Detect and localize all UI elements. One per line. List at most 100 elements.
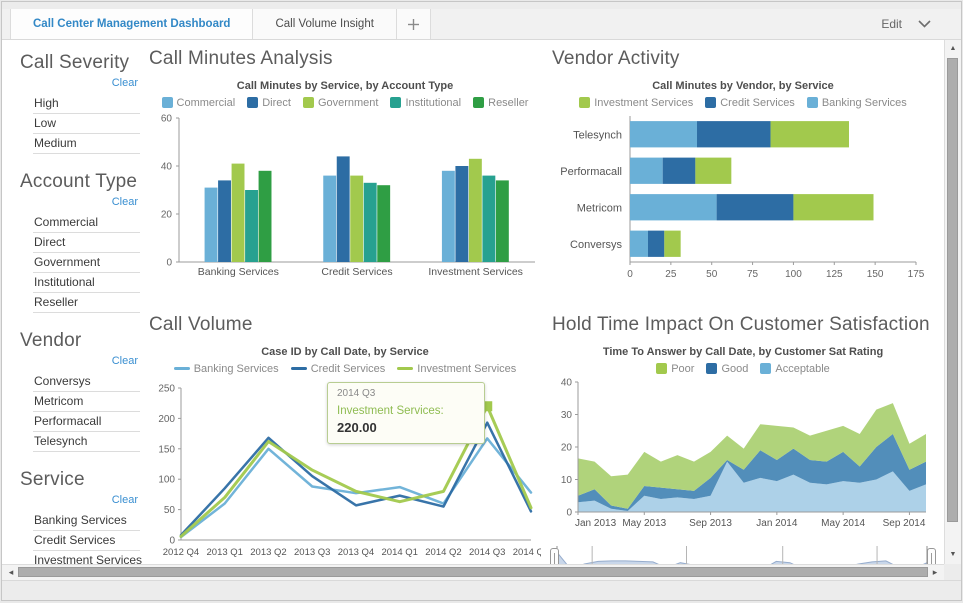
svg-text:2012 Q4: 2012 Q4 xyxy=(163,547,199,558)
legend-item-banking-services[interactable]: Banking Services xyxy=(173,362,279,375)
svg-text:2014 Q2: 2014 Q2 xyxy=(425,547,461,558)
svg-text:Sep 2014: Sep 2014 xyxy=(883,518,926,529)
filter-item-institutional[interactable]: Institutional xyxy=(33,273,140,293)
filter-section-account-type: Account Type Clear Commercial Direct Governm… xyxy=(20,171,140,313)
legend-swatch xyxy=(290,367,307,370)
legend-item-poor[interactable]: Poor xyxy=(656,363,694,375)
svg-text:Jan 2014: Jan 2014 xyxy=(756,518,798,529)
add-tab-button[interactable] xyxy=(396,9,431,39)
legend-item-banking-services[interactable]: Banking Services xyxy=(806,97,907,109)
panel-title: Call Volume xyxy=(149,314,253,335)
horizontal-scroll-thumb[interactable] xyxy=(18,567,928,577)
clear-filter-link[interactable]: Clear xyxy=(111,196,138,208)
vertical-scrollbar[interactable]: ▲ ▼ xyxy=(944,40,961,564)
svg-text:100: 100 xyxy=(785,269,802,280)
legend-label: Investment Services xyxy=(417,362,517,375)
tab-call-center-management-dashboard[interactable]: Call Center Management Dashboard xyxy=(10,9,254,39)
svg-text:Investment Services: Investment Services xyxy=(428,266,523,278)
legend-item-credit-services[interactable]: Credit Services xyxy=(290,362,386,375)
svg-text:Banking Services: Banking Services xyxy=(198,266,279,278)
call-minutes-bar-chart[interactable]: 0 20 40 60 Banking Services Credit Services In… xyxy=(149,112,541,280)
legend-swatch xyxy=(656,363,668,374)
clear-filter-link[interactable]: Clear xyxy=(111,77,138,89)
filter-item-medium[interactable]: Medium xyxy=(33,134,140,154)
legend-swatch xyxy=(579,97,591,108)
legend-item-commercial[interactable]: Commercial xyxy=(161,96,236,109)
legend-label: Institutional xyxy=(405,96,462,109)
edit-button[interactable]: Edit xyxy=(881,9,961,39)
filter-item-performacall[interactable]: Performacall xyxy=(33,412,140,432)
filter-section-call-severity: Call Severity Clear High Low Medium xyxy=(20,52,140,154)
svg-text:175: 175 xyxy=(908,269,925,280)
legend-item-credit-services[interactable]: Credit Services xyxy=(705,97,795,109)
filter-item-telesynch[interactable]: Telesynch xyxy=(33,432,140,452)
filter-item-list: Banking Services Credit Services Investmen… xyxy=(33,511,142,571)
call-volume-line-chart[interactable]: 0 50 100 150 200 250 2012 Q4 2013 Q1 2013 Q2 2013… xyxy=(149,378,549,560)
filter-section-service: Service Clear Banking Services Credit Servi… xyxy=(20,469,142,571)
svg-text:20: 20 xyxy=(561,443,573,454)
filter-item-government[interactable]: Government xyxy=(33,253,140,273)
vendor-activity-stacked-bar-chart[interactable]: 0 25 50 75 100 125 150 175 Telesynch Performacall… xyxy=(552,112,932,282)
filter-section-vendor: Vendor Clear Conversys Metricom Performacall… xyxy=(20,330,140,452)
chart-area[interactable]: 0 25 50 75 100 125 150 175 Telesynch Performacall… xyxy=(552,112,934,287)
filter-item-credit-services[interactable]: Credit Services xyxy=(33,531,140,551)
svg-text:10: 10 xyxy=(561,475,573,486)
svg-text:30: 30 xyxy=(561,410,573,421)
svg-text:Jan 2013: Jan 2013 xyxy=(575,518,617,529)
filter-item-banking-services[interactable]: Banking Services xyxy=(33,511,140,531)
tab-call-volume-insight[interactable]: Call Volume Insight xyxy=(253,9,397,39)
filter-item-reseller[interactable]: Reseller xyxy=(33,293,140,313)
legend-item-investment-services[interactable]: Investment Services xyxy=(397,363,516,375)
dashboard-content: Call Severity Clear High Low Medium Account T… xyxy=(2,40,944,600)
filter-item-metricom[interactable]: Metricom xyxy=(33,392,140,412)
legend-item-direct[interactable]: Direct xyxy=(247,97,291,109)
scrollbar-corner xyxy=(944,564,961,580)
chart-area[interactable]: 0 20 40 60 Banking Services Credit Services In… xyxy=(149,112,541,285)
horizontal-scrollbar[interactable]: ◂ ▸ xyxy=(2,564,944,580)
filter-item-high[interactable]: High xyxy=(33,94,140,114)
chart-area[interactable]: 0 50 100 150 200 250 2012 Q4 2013 Q1 2013 Q2 2013… xyxy=(149,378,549,565)
svg-text:250: 250 xyxy=(158,384,175,395)
legend-label: Acceptable xyxy=(775,362,830,375)
scroll-left-arrow[interactable]: ◂ xyxy=(8,567,14,577)
legend-label: Credit Services xyxy=(310,362,386,375)
legend-item-acceptable[interactable]: Acceptable xyxy=(760,362,830,375)
legend-item-good[interactable]: Good xyxy=(706,363,748,375)
svg-text:200: 200 xyxy=(158,414,175,425)
legend-item-institutional[interactable]: Institutional xyxy=(390,97,461,109)
vertical-scroll-thumb[interactable] xyxy=(947,58,958,522)
tooltip-heading: 2014 Q3 xyxy=(337,388,376,399)
clear-filter-link[interactable]: Clear xyxy=(111,494,138,506)
svg-text:150: 150 xyxy=(867,269,884,280)
svg-text:2013 Q3: 2013 Q3 xyxy=(294,547,330,558)
svg-text:25: 25 xyxy=(665,269,677,280)
filter-item-commercial[interactable]: Commercial xyxy=(33,213,140,233)
svg-text:40: 40 xyxy=(161,162,173,173)
svg-text:150: 150 xyxy=(158,444,175,455)
scroll-down-arrow[interactable]: ▼ xyxy=(949,551,957,558)
legend-label: Commercial xyxy=(176,96,236,109)
legend-item-government[interactable]: Government xyxy=(302,97,378,109)
bottom-strip xyxy=(2,580,961,600)
scroll-right-arrow[interactable]: ▸ xyxy=(932,567,938,577)
chart-legend: Banking Services Credit Services Investmen… xyxy=(149,361,541,376)
svg-text:Sep 2013: Sep 2013 xyxy=(689,518,732,529)
legend-label: Banking Services xyxy=(193,362,279,375)
scroll-up-arrow[interactable]: ▲ xyxy=(949,45,957,52)
legend-item-reseller[interactable]: Reseller xyxy=(473,97,528,109)
svg-text:Metricom: Metricom xyxy=(577,202,622,214)
legend-label: Direct xyxy=(262,96,291,109)
svg-text:2013 Q4: 2013 Q4 xyxy=(338,547,374,558)
tab-label: Call Center Management Dashboard xyxy=(33,18,231,30)
filter-item-low[interactable]: Low xyxy=(33,114,140,134)
legend-swatch xyxy=(760,363,772,374)
legend-item-investment-services[interactable]: Investment Services xyxy=(579,97,693,109)
legend-label: Reseller xyxy=(488,96,529,109)
chart-area[interactable]: 0 10 20 30 40 Jan 2013 May 2013 Sep 2013 Jan 201… xyxy=(552,378,934,535)
legend-swatch xyxy=(473,97,485,108)
clear-filter-link[interactable]: Clear xyxy=(111,355,138,367)
filter-item-conversys[interactable]: Conversys xyxy=(33,372,140,392)
hold-time-area-chart[interactable]: 0 10 20 30 40 Jan 2013 May 2013 Sep 2013 Jan 201… xyxy=(552,378,932,530)
filter-item-direct[interactable]: Direct xyxy=(33,233,140,253)
legend-label: Investment Services xyxy=(594,96,694,109)
